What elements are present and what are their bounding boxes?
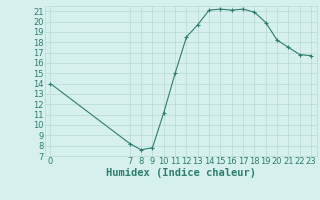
X-axis label: Humidex (Indice chaleur): Humidex (Indice chaleur) — [106, 168, 256, 178]
